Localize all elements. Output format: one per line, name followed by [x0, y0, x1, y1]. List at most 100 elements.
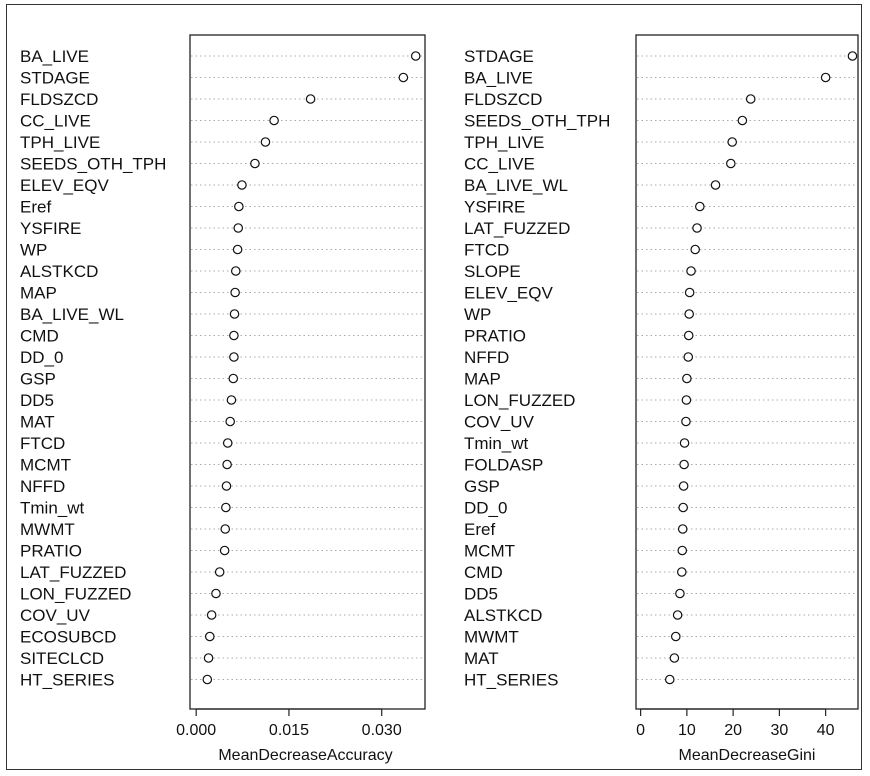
- data-point: [670, 631, 681, 642]
- x-tick-label: 0.015: [269, 722, 309, 739]
- category-label: MWMT: [464, 628, 519, 647]
- x-axis-title: MeanDecreaseAccuracy: [218, 747, 392, 764]
- category-label: PRATIO: [464, 327, 526, 346]
- panel-mean-decrease-gini: STDAGE BA_LIVE FLDSZCD SEEDS_OTH_TPH TPH_LIV…: [464, 34, 859, 764]
- category-label: FTCD: [20, 434, 65, 453]
- data-point: [681, 416, 691, 427]
- category-label: BA_LIVE_WL: [20, 305, 124, 324]
- category-label: HT_SERIES: [464, 671, 558, 690]
- category-label: WP: [20, 241, 47, 260]
- category-label: GSP: [464, 477, 500, 496]
- x-tick-label: 0.030: [362, 722, 402, 739]
- category-label: CMD: [464, 563, 503, 582]
- data-point: [410, 51, 421, 61]
- data-point: [679, 459, 689, 470]
- category-label: LON_FUZZED: [464, 391, 575, 410]
- x-tick-label: 30: [770, 722, 788, 739]
- data-point: [684, 309, 694, 319]
- category-label: MWMT: [20, 520, 75, 539]
- data-point: [683, 330, 694, 341]
- category-label: CC_LIVE: [20, 112, 91, 131]
- data-point: [229, 352, 239, 362]
- category-label: ALSTKCD: [464, 606, 542, 625]
- category-label: SEEDS_OTH_TPH: [464, 112, 610, 131]
- category-label: BA_LIVE_WL: [464, 176, 568, 195]
- category-label: NFFD: [464, 348, 509, 367]
- data-point: [250, 158, 260, 169]
- category-label: NFFD: [20, 477, 65, 496]
- data-point: [230, 266, 241, 276]
- data-point: [237, 180, 247, 190]
- category-label: HT_SERIES: [20, 671, 114, 690]
- data-point: [820, 72, 831, 83]
- data-point: [260, 137, 271, 147]
- data-point: [690, 244, 700, 255]
- data-point: [230, 287, 240, 298]
- data-point: [677, 545, 688, 556]
- data-point: [203, 653, 214, 663]
- data-point: [672, 610, 683, 620]
- category-label: Eref: [20, 198, 51, 217]
- category-label: DD5: [20, 391, 54, 410]
- data-point: [202, 674, 213, 685]
- category-label: MAP: [464, 370, 501, 389]
- data-point: [221, 502, 231, 513]
- data-point: [233, 223, 244, 233]
- data-point: [678, 481, 689, 491]
- data-point: [681, 395, 692, 405]
- category-label: YSFIRE: [464, 198, 525, 217]
- data-point: [214, 567, 225, 577]
- category-label: FTCD: [464, 241, 509, 260]
- data-point: [219, 545, 230, 556]
- data-point: [664, 674, 675, 685]
- category-label: FOLDASP: [464, 456, 543, 475]
- figure-frame: [6, 4, 862, 770]
- category-label: GSP: [20, 370, 56, 389]
- data-point: [678, 502, 688, 513]
- data-point: [695, 201, 705, 212]
- plot-box: [189, 34, 426, 710]
- category-label: BA_LIVE: [464, 69, 533, 88]
- category-label: MAT: [464, 649, 499, 668]
- data-point: [234, 201, 244, 212]
- data-point: [669, 653, 680, 663]
- category-label: MCMT: [20, 456, 71, 475]
- category-label: LON_FUZZED: [20, 585, 131, 604]
- data-point: [726, 158, 736, 169]
- data-point: [847, 51, 858, 61]
- category-label: LAT_FUZZED: [464, 219, 570, 238]
- data-point: [727, 137, 737, 147]
- data-point: [676, 567, 687, 577]
- category-label: TPH_LIVE: [464, 133, 544, 152]
- category-label: Tmin_wt: [20, 499, 85, 518]
- category-label: DD5: [464, 585, 498, 604]
- data-point: [686, 266, 696, 276]
- category-label: ELEV_EQV: [20, 176, 109, 195]
- data-point: [225, 416, 235, 427]
- data-point: [226, 395, 237, 405]
- category-label: CMD: [20, 327, 59, 346]
- category-label: YSFIRE: [20, 219, 81, 238]
- category-label: MAP: [20, 284, 57, 303]
- category-label: COV_UV: [464, 413, 535, 432]
- data-point: [398, 72, 409, 83]
- data-point: [682, 373, 692, 384]
- category-label: ELEV_EQV: [464, 284, 553, 303]
- category-label: Tmin_wt: [464, 434, 529, 453]
- x-tick-label: 0.000: [176, 722, 216, 739]
- x-axis-title: MeanDecreaseGini: [679, 747, 816, 764]
- data-point: [692, 223, 702, 233]
- data-point: [737, 115, 748, 126]
- data-point: [222, 459, 232, 470]
- x-tick-label: 20: [724, 722, 742, 739]
- category-label: STDAGE: [464, 47, 534, 66]
- category-label: Eref: [464, 520, 495, 539]
- category-label: DD_0: [20, 348, 63, 367]
- data-point: [269, 115, 279, 126]
- category-label: SLOPE: [464, 262, 521, 281]
- data-point: [683, 352, 694, 362]
- data-point: [221, 481, 232, 491]
- data-point: [229, 330, 239, 341]
- category-label: ALSTKCD: [20, 262, 98, 281]
